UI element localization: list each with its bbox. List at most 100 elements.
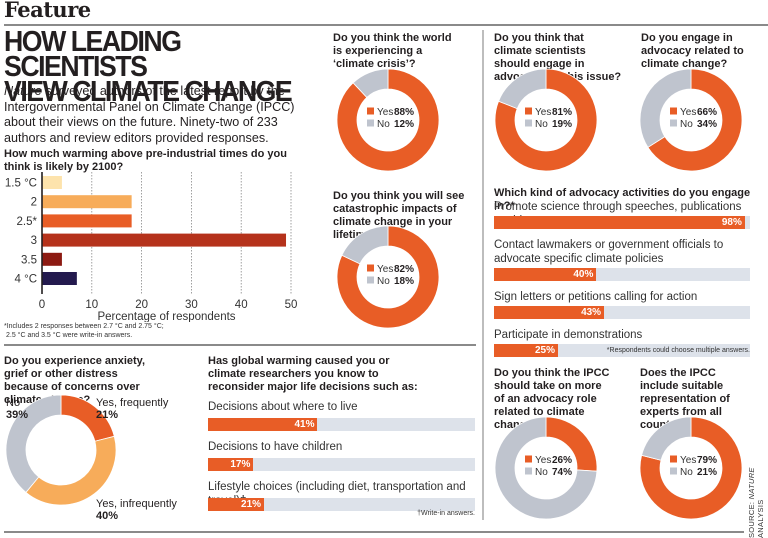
legend-label: Yes	[680, 455, 696, 466]
warming-bar	[42, 272, 77, 285]
right-column-divider	[482, 30, 484, 520]
yes-swatch	[670, 107, 677, 115]
headline-line-2: VIEW CLIMATE CHANGE	[4, 76, 293, 108]
no-slice	[639, 68, 692, 148]
x-tick-label: 20	[135, 299, 148, 311]
legend-label: Yes	[535, 107, 551, 118]
bar-track: 43%	[494, 306, 750, 319]
no-swatch	[670, 119, 677, 127]
yes-slice	[336, 225, 440, 329]
warming-bar	[42, 214, 132, 228]
legend-label: Yes	[535, 455, 551, 466]
bar-fill: 43%	[494, 306, 605, 319]
anxiety-infrequent-value: 40%	[96, 510, 119, 522]
intro-rest: surveyed authors of the latest report by…	[4, 84, 295, 145]
lifetime-donut: Yes 82% No 18%	[336, 225, 440, 329]
legend-label: No	[377, 276, 390, 287]
category-label: 2.5*	[17, 216, 38, 228]
engage-advocacy-donut: Yes 66% No 34%	[639, 68, 743, 172]
bar-track: 98%	[494, 216, 750, 229]
legend-label: No	[377, 119, 390, 130]
warming-bar	[42, 233, 287, 247]
bar-value-label: 21%	[241, 499, 262, 510]
bar-category-label: Sign letters or petitions calling for ac…	[494, 291, 698, 303]
ipcc-representation-donut: Yes 79% No 21%	[639, 416, 743, 520]
anxiety-frequent-label: Yes, frequently	[96, 397, 169, 409]
bar-value-label: 17%	[230, 459, 251, 470]
intro-text: Nature surveyed authors of the latest re…	[4, 84, 314, 146]
yes-slice	[647, 68, 743, 172]
legend-value: 82%	[394, 264, 414, 275]
yes-swatch	[525, 107, 532, 115]
bar-track: 41%	[208, 418, 475, 431]
legend-label: No	[680, 119, 693, 130]
bar-fill: 25%	[494, 344, 558, 357]
legend-value: 21%	[697, 467, 717, 478]
no-swatch	[367, 119, 374, 127]
left-section-divider	[4, 344, 476, 346]
legend-value: 81%	[552, 107, 572, 118]
source-italic: NATURE	[747, 467, 756, 500]
bottom-divider	[4, 531, 744, 533]
warming-bar	[42, 195, 132, 209]
no-slice	[494, 416, 598, 520]
intro-italic: Nature	[4, 84, 42, 98]
yes-slice	[494, 68, 598, 172]
legend-value: 74%	[552, 467, 572, 478]
legend-label: Yes	[680, 107, 696, 118]
bar-fill: 98%	[494, 216, 745, 229]
category-label: 3.5	[21, 254, 37, 266]
should-advocate-donut: Yes 81% No 19%	[494, 68, 598, 172]
activities-footnote: *Respondents could choose multiple answe…	[606, 347, 750, 354]
category-label: 2	[31, 197, 37, 209]
anxiety-infrequent-label: Yes, infrequently	[96, 498, 177, 510]
warming-question: How much warming above pre-industrial ti…	[4, 148, 287, 173]
legend-value: 34%	[697, 119, 717, 130]
bar-fill: 17%	[208, 458, 254, 471]
x-axis-label: Percentage of respondents	[97, 311, 235, 322]
no-swatch	[525, 467, 532, 475]
bar-category-label: Participate in demonstrations	[494, 329, 643, 341]
bar-value-label: 41%	[294, 419, 315, 430]
source-prefix: SOURCE:	[747, 499, 756, 538]
yes-swatch	[367, 107, 374, 115]
bar-value-label: 25%	[534, 345, 555, 356]
bar-track: 21%	[208, 498, 475, 511]
no-slice	[641, 416, 692, 461]
category-label: 3	[31, 235, 37, 247]
anxiety-label-infrequent: Yes, infrequently 40%	[96, 498, 177, 522]
bar-category-label: Contact lawmakers or government official…	[494, 239, 724, 265]
warming-footnote-line-2: 2.5 °C and 3.5 °C were write-in answers.	[6, 332, 133, 339]
legend-label: Yes	[377, 107, 393, 118]
infrequent-slice	[25, 435, 116, 505]
anxiety-no-value: 39%	[6, 409, 29, 421]
yes-slice	[639, 416, 743, 520]
bar-fill: 40%	[494, 268, 597, 281]
legend-value: 26%	[552, 455, 572, 466]
legend-value: 66%	[697, 107, 717, 118]
legend-value: 79%	[697, 455, 717, 466]
anxiety-frequent-value: 21%	[96, 409, 119, 421]
bar-track: 25%	[494, 344, 750, 357]
legend-value: 19%	[552, 119, 572, 130]
legend-value: 88%	[394, 107, 414, 118]
warming-footnote: *Includes 2 responses between 2.7 °C and…	[4, 322, 304, 340]
bar-category-label: Decisions to have children	[208, 441, 343, 453]
yes-swatch	[367, 264, 374, 272]
no-swatch	[367, 276, 374, 284]
category-label: 4 °C	[15, 274, 38, 286]
x-tick-label: 0	[39, 299, 45, 311]
legend-label: No	[680, 467, 693, 478]
section-label: Feature	[4, 0, 91, 22]
no-slice	[352, 68, 389, 98]
legend-value: 12%	[394, 119, 414, 130]
x-tick-label: 30	[185, 299, 198, 311]
bar-value-label: 43%	[581, 307, 602, 318]
no-slice	[341, 225, 389, 265]
warming-bar	[42, 176, 62, 189]
source-credit: SOURCE: NATURE ANALYSIS	[747, 430, 765, 538]
anxiety-label-no: No 39%	[6, 397, 28, 421]
bar-fill: 21%	[208, 498, 265, 511]
bar-fill: 41%	[208, 418, 318, 431]
no-slice	[6, 395, 62, 493]
